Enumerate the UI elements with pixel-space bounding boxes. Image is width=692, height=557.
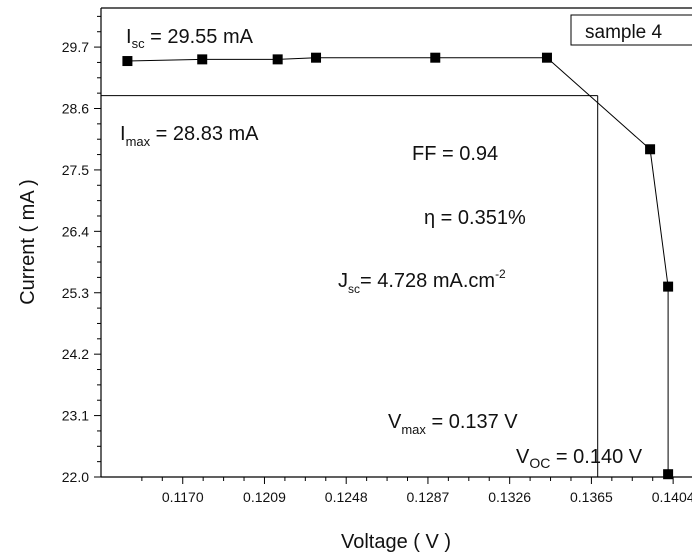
- y-tick-label: 26.4: [62, 223, 89, 239]
- isc-value: = 29.55 mA: [145, 26, 254, 48]
- data-point: [272, 54, 283, 65]
- vmax-prefix: V: [388, 411, 402, 433]
- voc-prefix: V: [516, 446, 530, 468]
- imax-sub: max: [126, 134, 151, 149]
- imax-value: = 28.83 mA: [150, 123, 259, 145]
- x-tick-label: 0.1170: [162, 489, 204, 505]
- jsc-value: = 4.728 mA.cm: [360, 270, 495, 292]
- data-point: [122, 56, 133, 67]
- isc-annotation: Isc = 29.55 mA: [126, 26, 254, 51]
- imax-annotation: Imax = 28.83 mA: [120, 123, 259, 149]
- y-axis-title: Current ( mA ): [17, 179, 39, 305]
- vmax-sub: max: [401, 422, 426, 437]
- jsc-prefix: J: [338, 270, 348, 292]
- plot-frame: [100, 7, 692, 478]
- data-point: [645, 144, 656, 155]
- data-point: [311, 52, 322, 63]
- voc-sub: OC: [529, 455, 550, 471]
- vmax-value: = 0.137 V: [426, 411, 518, 433]
- jsc-sup: -2: [495, 267, 506, 281]
- y-axis-ticks: 22.0 23.1 24.2 25.3 26.4 27.5 28.6 29.7: [62, 15, 101, 485]
- data-point: [663, 469, 674, 480]
- y-tick-label: 22.0: [62, 469, 89, 485]
- x-tick-label: 0.1404: [652, 489, 692, 505]
- legend-label: sample 4: [585, 22, 663, 43]
- x-tick-label: 0.1287: [407, 489, 450, 505]
- x-tick-label: 0.1326: [488, 489, 531, 505]
- y-tick-label: 27.5: [62, 162, 89, 178]
- x-tick-label: 0.1365: [570, 489, 613, 505]
- ff-annotation: FF = 0.94: [412, 143, 498, 165]
- x-tick-label: 0.1248: [325, 489, 368, 505]
- x-tick-label: 0.1209: [243, 489, 286, 505]
- imax-prefix: I: [120, 123, 126, 145]
- legend: sample 4: [570, 14, 692, 46]
- data-point: [541, 52, 552, 63]
- y-tick-label: 24.2: [62, 346, 89, 362]
- jsc-sub: sc: [348, 282, 360, 296]
- y-tick-label: 25.3: [62, 285, 89, 301]
- y-tick-label: 28.6: [62, 101, 89, 117]
- series-markers: [122, 52, 674, 480]
- voc-value: = 0.140 V: [550, 446, 642, 468]
- isc-sub: sc: [132, 36, 146, 51]
- data-point: [663, 281, 674, 292]
- x-axis-ticks: 0.1170 0.1209 0.1248 0.1287 0.1326 0.1365 0.14…: [141, 477, 692, 505]
- data-point: [430, 52, 441, 63]
- vmax-annotation: Vmax = 0.137 V: [388, 411, 518, 437]
- x-axis-title: Voltage ( V ): [341, 531, 451, 553]
- legend-box: [570, 14, 692, 46]
- data-point: [197, 54, 208, 65]
- jsc-annotation: Jsc= 4.728 mA.cm-2: [338, 267, 506, 296]
- voc-annotation: VOC = 0.140 V: [516, 446, 643, 471]
- eta-annotation: η = 0.351%: [424, 207, 526, 229]
- y-tick-label: 23.1: [62, 408, 89, 424]
- y-tick-label: 29.7: [62, 39, 89, 55]
- isc-prefix: I: [126, 26, 132, 48]
